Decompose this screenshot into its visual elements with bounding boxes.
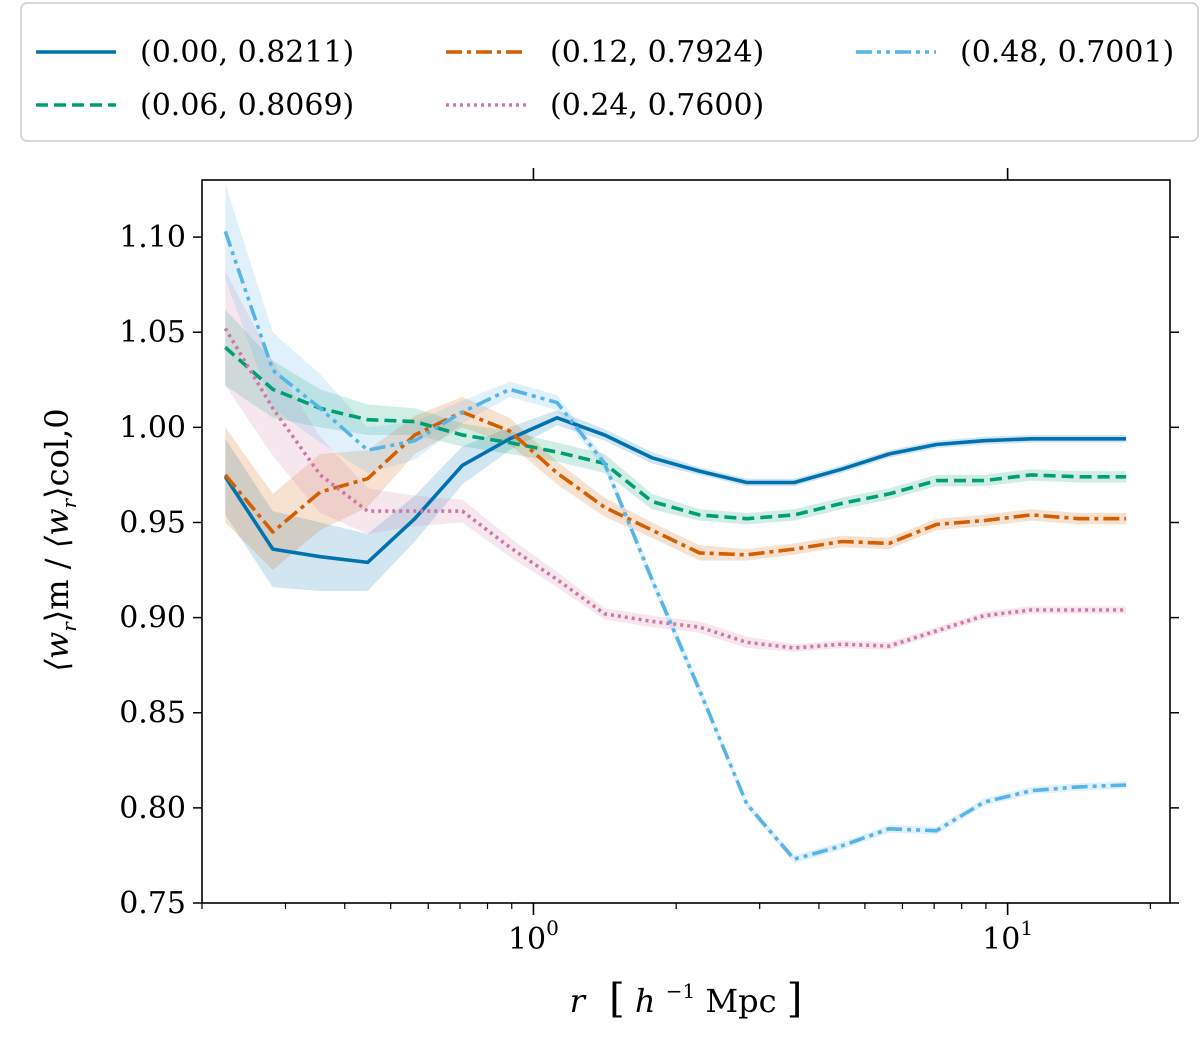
error-band-1 [225, 309, 1127, 525]
x-axis-label: r [ h −1 Mpc ] [570, 968, 803, 1022]
y-axis: 0.75 0.80 0.85 0.90 0.95 1.00 1.05 1.10 [119, 220, 1179, 921]
y-tick-label: 1.05 [119, 315, 186, 350]
x-tick-label: 100 [508, 916, 559, 957]
legend-label-0: (0.00, 0.8211) [140, 35, 354, 70]
error-bands [225, 183, 1127, 864]
series-line-4 [223, 230, 1127, 862]
y-tick-label: 0.90 [119, 601, 186, 636]
legend-label-4: (0.48, 0.7001) [960, 35, 1174, 70]
error-band-0 [225, 410, 1127, 591]
legend-label-1: (0.06, 0.8069) [140, 88, 354, 123]
series-line-0 [223, 415, 1127, 565]
series-line-1 [224, 346, 1127, 521]
y-tick-label: 1.10 [119, 220, 186, 255]
legend-label-3: (0.24, 0.7600) [550, 88, 764, 123]
legend-box [20, 2, 1199, 142]
x-axis: 100 101 [201, 168, 1151, 957]
y-tick-label: 0.95 [119, 505, 186, 540]
y-tick-label: 0.85 [119, 696, 186, 731]
legend-label-2: (0.12, 0.7924) [550, 35, 764, 70]
error-band-2 [225, 396, 1127, 570]
y-axis-label: ⟨wr⟩m / ⟨wr⟩col,0 [38, 408, 81, 671]
series-lines [223, 230, 1127, 862]
plot-frame [201, 179, 1171, 904]
series-line-2 [223, 410, 1127, 557]
y-tick-label: 0.80 [119, 791, 186, 826]
y-tick-label: 0.75 [119, 886, 186, 921]
y-tick-label: 1.00 [119, 410, 186, 445]
x-tick-label: 101 [982, 916, 1033, 957]
series-line-3 [223, 327, 1127, 650]
legend: (0.00, 0.8211) (0.06, 0.8069) (0.12, 0.792… [20, 2, 1199, 142]
